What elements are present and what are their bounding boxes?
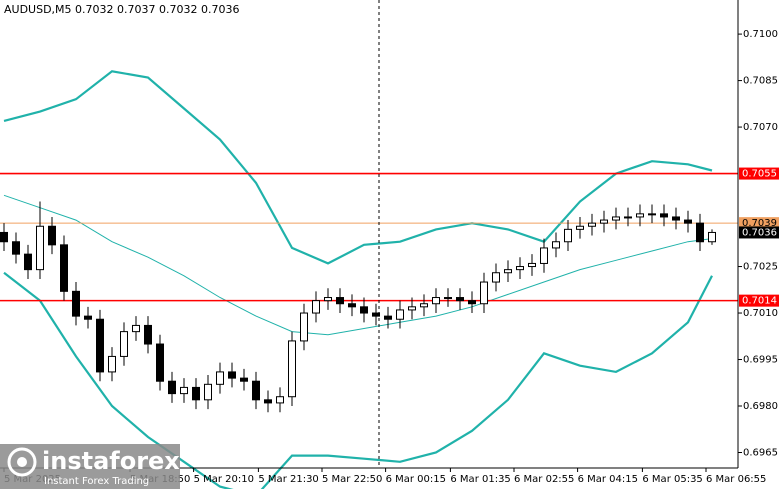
candle-body bbox=[144, 324, 152, 345]
level-label-box bbox=[739, 167, 779, 180]
chart-title: AUDUSD,M5 0.7032 0.7037 0.7032 0.7036 bbox=[4, 3, 239, 16]
candle-body bbox=[264, 399, 272, 404]
bid-label-box bbox=[739, 226, 779, 239]
candle-body bbox=[540, 247, 548, 264]
candle-body bbox=[252, 380, 260, 401]
candle-body bbox=[72, 290, 80, 317]
candle-body bbox=[132, 324, 140, 333]
candle-body bbox=[504, 269, 512, 274]
level-label-box bbox=[739, 294, 779, 307]
candle-body bbox=[36, 225, 44, 271]
y-tick-label: 0.7085 bbox=[743, 76, 778, 87]
candle-body bbox=[456, 297, 464, 302]
watermark: instaforex Instant Forex Trading bbox=[0, 444, 180, 489]
band-upper bbox=[3, 70, 713, 265]
candle-body bbox=[0, 231, 8, 243]
candle-body bbox=[576, 225, 584, 230]
y-tick-label: 0.7010 bbox=[743, 308, 778, 319]
ask-label-box bbox=[739, 217, 779, 230]
candle-body bbox=[516, 266, 524, 271]
candle-body bbox=[408, 306, 416, 311]
level-label: 0.7014 bbox=[742, 296, 777, 307]
candle-body bbox=[168, 380, 176, 395]
candle-body bbox=[660, 213, 668, 218]
candle-body bbox=[24, 253, 32, 271]
y-tick-label: 0.6995 bbox=[743, 355, 778, 366]
candle-body bbox=[708, 231, 716, 243]
candle-body bbox=[204, 383, 212, 401]
x-tick-label: 6 Mar 05:35 bbox=[642, 474, 702, 485]
candle-body bbox=[276, 396, 284, 404]
candle-body bbox=[480, 281, 488, 305]
candle-body bbox=[312, 300, 320, 314]
candle-body bbox=[192, 386, 200, 401]
candle-body bbox=[552, 241, 560, 249]
candle-body bbox=[216, 371, 224, 385]
x-tick-label: 6 Mar 00:15 bbox=[386, 474, 446, 485]
candle-body bbox=[648, 213, 656, 216]
y-tick-label: 0.6965 bbox=[743, 448, 778, 459]
candle-body bbox=[396, 309, 404, 320]
watermark-tagline: Instant Forex Trading bbox=[44, 476, 149, 487]
candle-body bbox=[108, 355, 116, 373]
candle-body bbox=[684, 219, 692, 224]
x-tick-label: 6 Mar 04:15 bbox=[578, 474, 638, 485]
candle-body bbox=[336, 297, 344, 305]
candle-body bbox=[240, 377, 248, 382]
bid-label: 0.7036 bbox=[742, 227, 777, 238]
level-label: 0.7055 bbox=[742, 169, 777, 180]
y-tick-label: 0.7100 bbox=[743, 29, 778, 40]
candle-body bbox=[300, 312, 308, 342]
watermark-brand: instaforex bbox=[42, 447, 180, 475]
candle-body bbox=[444, 297, 452, 300]
x-tick-label: 6 Mar 02:55 bbox=[514, 474, 574, 485]
candle-body bbox=[492, 272, 500, 283]
candle-body bbox=[348, 303, 356, 308]
candle-body bbox=[564, 228, 572, 243]
band-lower bbox=[3, 271, 713, 489]
plot-area bbox=[0, 70, 738, 489]
x-tick-label: 5 Mar 20:10 bbox=[194, 474, 254, 485]
x-tick-label: 6 Mar 01:35 bbox=[450, 474, 510, 485]
ask-label: 0.7039 bbox=[742, 218, 777, 229]
candle-body bbox=[468, 300, 476, 305]
x-tick-label: 5 Mar 22:50 bbox=[322, 474, 382, 485]
y-tick-label: 0.7070 bbox=[743, 122, 778, 133]
candle-body bbox=[384, 315, 392, 320]
candle-body bbox=[372, 312, 380, 317]
x-tick-label: 6 Mar 06:55 bbox=[706, 474, 766, 485]
candle-body bbox=[528, 262, 536, 268]
candle-body bbox=[672, 216, 680, 221]
watermark-icon bbox=[7, 447, 37, 477]
candle-body bbox=[420, 303, 428, 308]
candle-body bbox=[180, 386, 188, 395]
candle-body bbox=[60, 244, 68, 292]
watermark-icon bbox=[17, 457, 27, 467]
candle-body bbox=[96, 318, 104, 373]
candle-body bbox=[288, 340, 296, 398]
candle-body bbox=[48, 225, 56, 246]
candle-body bbox=[324, 297, 332, 302]
y-tick-label: 0.7025 bbox=[743, 262, 778, 273]
band-middle bbox=[3, 194, 713, 336]
candle-body bbox=[120, 331, 128, 357]
candle-body bbox=[156, 343, 164, 382]
candle-body bbox=[228, 371, 236, 379]
candle-body bbox=[612, 216, 620, 221]
candle-body bbox=[636, 213, 644, 218]
candle-body bbox=[588, 222, 596, 227]
candle-body bbox=[12, 241, 20, 255]
candle-body bbox=[84, 315, 92, 320]
candle-body bbox=[432, 297, 440, 305]
candle-body bbox=[624, 216, 632, 219]
candle-body bbox=[696, 222, 704, 243]
candle-body bbox=[360, 306, 368, 314]
candle-body bbox=[600, 219, 608, 224]
x-tick-label: 5 Mar 21:30 bbox=[258, 474, 318, 485]
y-tick-label: 0.6980 bbox=[743, 401, 778, 412]
